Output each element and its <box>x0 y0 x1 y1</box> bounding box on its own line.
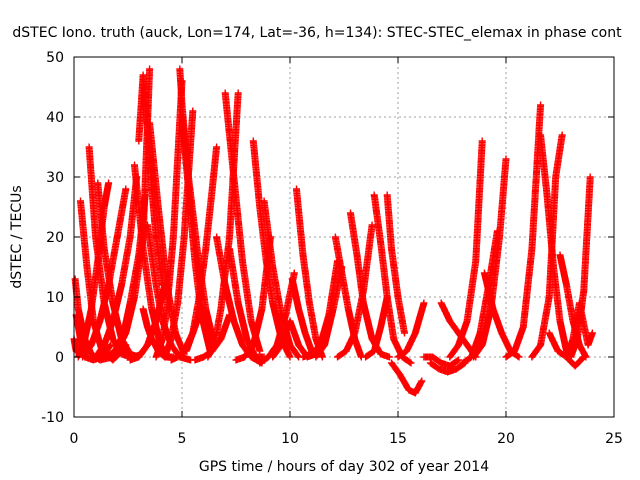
series-arc <box>502 101 545 361</box>
y-tick-label: 40 <box>46 110 64 126</box>
series-arc <box>221 89 264 355</box>
plus-markers <box>92 173 141 361</box>
plus-markers <box>182 143 221 355</box>
series-arc <box>537 131 570 355</box>
plus-markers <box>288 275 316 355</box>
y-tick-label: 20 <box>46 230 64 246</box>
y-tick-label: 50 <box>46 50 64 66</box>
x-tick-label: 20 <box>497 431 515 447</box>
ticks: 0 5 10 15 20 25 -10 0 10 20 30 40 50 <box>41 50 623 447</box>
series-arc <box>288 275 316 355</box>
plus-markers <box>383 191 408 337</box>
series-arc <box>370 191 415 367</box>
data-points <box>70 65 596 397</box>
y-tick-label: -10 <box>41 410 64 426</box>
y-axis-label: dSTEC / TECUs <box>9 185 25 288</box>
plus-markers <box>293 185 326 361</box>
series-arc <box>293 185 326 361</box>
y-tick-label: 10 <box>46 290 64 306</box>
plus-markers <box>213 233 266 367</box>
plus-markers <box>420 353 462 370</box>
x-tick-label: 10 <box>281 431 299 447</box>
series-arc <box>394 299 428 361</box>
series-arc <box>420 353 462 370</box>
x-axis-label: GPS time / hours of day 302 of year 2014 <box>199 459 489 475</box>
plus-markers <box>221 89 264 355</box>
y-tick-label: 0 <box>55 350 64 366</box>
x-tick-label: 5 <box>178 431 187 447</box>
series-arc <box>226 245 268 361</box>
plus-markers <box>226 245 268 361</box>
plus-markers <box>537 131 570 355</box>
series-arc <box>213 233 266 367</box>
series-arc <box>182 143 221 355</box>
x-tick-label: 25 <box>605 431 623 447</box>
series-arc <box>383 191 408 337</box>
x-tick-label: 0 <box>70 431 79 447</box>
series-arc <box>446 137 486 361</box>
series-arc <box>388 359 426 397</box>
series-arc <box>126 281 169 364</box>
plus-markers <box>126 281 169 364</box>
plus-markers <box>388 359 426 397</box>
chart-title: dSTEC Iono. truth (auck, Lon=174, Lat=-3… <box>12 25 622 41</box>
plus-markers <box>394 299 428 361</box>
y-tick-label: 30 <box>46 170 64 186</box>
x-tick-label: 15 <box>389 431 407 447</box>
series-arc <box>563 299 596 361</box>
plus-markers <box>370 191 415 367</box>
series-arc <box>92 173 141 361</box>
plus-markers <box>446 137 486 361</box>
plus-markers <box>502 101 545 361</box>
plus-markers <box>563 299 596 361</box>
